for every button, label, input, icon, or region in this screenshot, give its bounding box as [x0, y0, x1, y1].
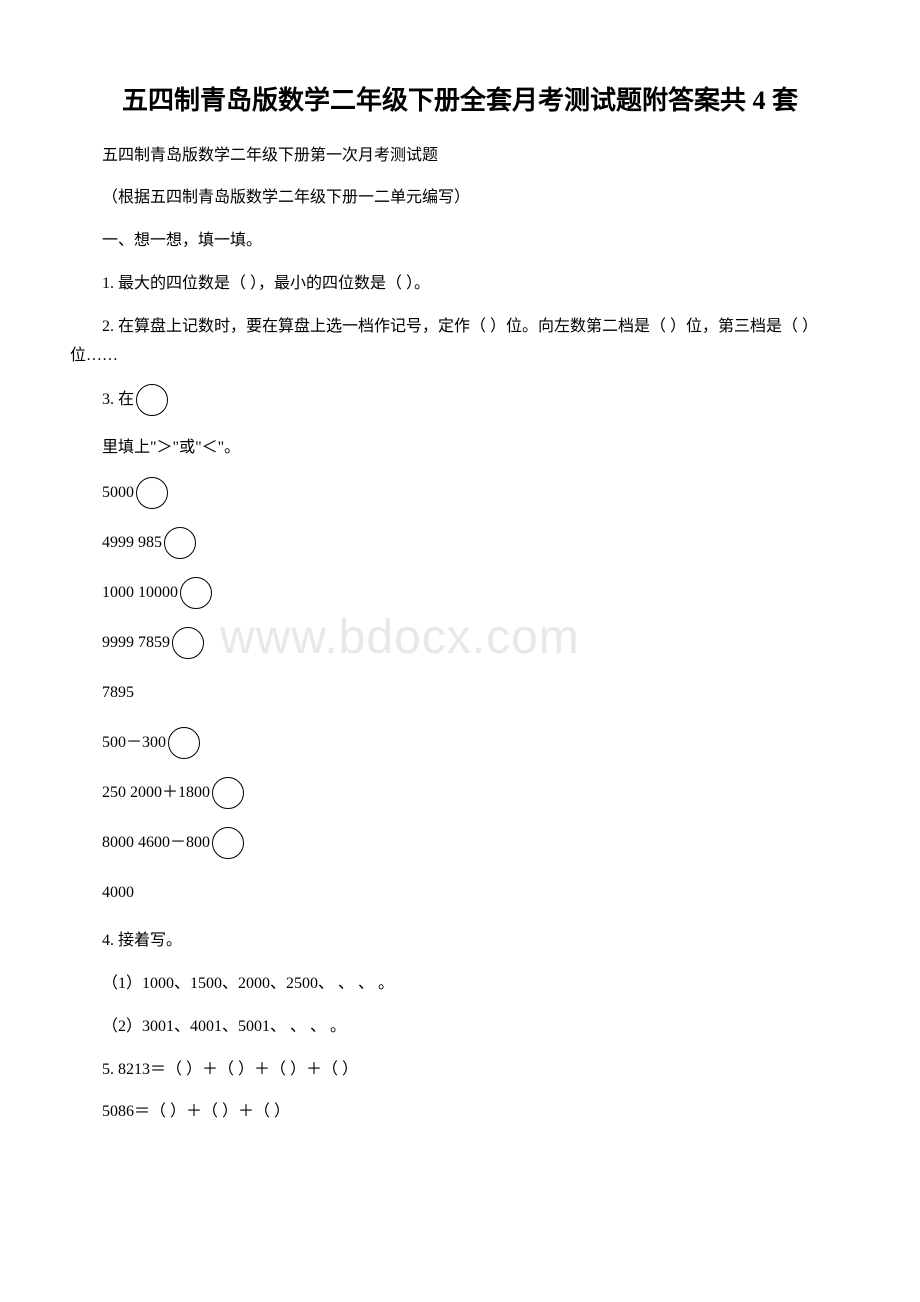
- formula-text: 4999 985: [102, 527, 162, 559]
- circle-icon: [164, 527, 196, 559]
- formula-row-7: 250 2000＋1800: [102, 777, 850, 809]
- formula-text: 8000 4600－800: [102, 827, 210, 859]
- formula-text: 500－300: [102, 727, 166, 759]
- circle-icon: [136, 384, 168, 416]
- circle-icon: [212, 827, 244, 859]
- circle-icon: [212, 777, 244, 809]
- question-2: 2. 在算盘上记数时，要在算盘上选一档作记号，定作（ ）位。向左数第二档是（ ）…: [70, 313, 850, 371]
- formula-text: 7895: [102, 677, 134, 709]
- formula-text: 9999 7859: [102, 627, 170, 659]
- q3-prefix-text: 3. 在: [102, 384, 134, 416]
- question-3-prefix-line: 3. 在: [102, 384, 850, 416]
- formula-text: 4000: [102, 877, 134, 909]
- formula-text: 1000 10000: [102, 577, 178, 609]
- document-note: （根据五四制青岛版数学二年级下册一二单元编写）: [102, 184, 850, 213]
- document-subtitle: 五四制青岛版数学二年级下册第一次月考测试题: [70, 142, 850, 171]
- formula-row-2: 4999 985: [102, 527, 850, 559]
- question-5-2: 5086＝（ ）＋（ ）＋（ ）: [102, 1098, 850, 1127]
- formula-row-6: 500－300: [102, 727, 850, 759]
- formula-row-5: 7895: [102, 677, 850, 709]
- formula-text: 250 2000＋1800: [102, 777, 210, 809]
- question-3-suffix: 里填上"＞"或"＜"。: [70, 434, 850, 463]
- question-4: 4. 接着写。: [70, 927, 850, 956]
- circle-icon: [136, 477, 168, 509]
- circle-icon: [180, 577, 212, 609]
- page-title: 五四制青岛版数学二年级下册全套月考测试题附答案共 4 套: [70, 80, 850, 122]
- circle-icon: [168, 727, 200, 759]
- question-4-1: （1）1000、1500、2000、2500、 、 、 。: [102, 970, 850, 999]
- section-heading-1: 一、想一想，填一填。: [70, 227, 850, 256]
- formula-row-1: 5000: [102, 477, 850, 509]
- formula-row-9: 4000: [102, 877, 850, 909]
- question-1: 1. 最大的四位数是（ ），最小的四位数是（ ）。: [70, 270, 850, 299]
- formula-row-4: 9999 7859: [102, 627, 850, 659]
- question-5-1: 5. 8213＝（ ）＋（ ）＋（ ）＋（ ）: [70, 1056, 850, 1085]
- formula-text: 5000: [102, 477, 134, 509]
- formula-row-3: 1000 10000: [102, 577, 850, 609]
- question-4-2: （2）3001、4001、5001、 、 、 。: [102, 1013, 850, 1042]
- document-content: 五四制青岛版数学二年级下册全套月考测试题附答案共 4 套 五四制青岛版数学二年级…: [70, 80, 850, 1127]
- circle-icon: [172, 627, 204, 659]
- formula-row-8: 8000 4600－800: [102, 827, 850, 859]
